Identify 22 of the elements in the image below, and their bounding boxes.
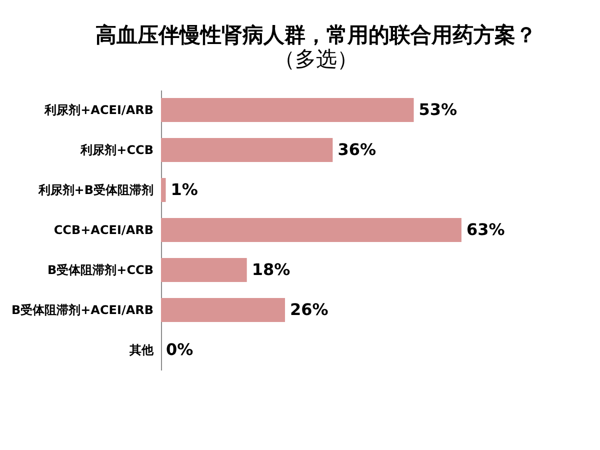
- bar: [161, 218, 462, 242]
- y-tick-label: 利尿剂+ACEI/ARB: [44, 103, 154, 117]
- y-tick-label: B受体阻滞剂+ACEI/ARB: [11, 303, 154, 317]
- data-label: 53%: [418, 100, 458, 119]
- bar: [161, 138, 333, 162]
- bar: [161, 258, 247, 282]
- data-label: 0%: [166, 340, 194, 359]
- y-tick-label: CCB+ACEI/ARB: [54, 223, 154, 237]
- data-label: 36%: [338, 140, 376, 159]
- chart-title: 高血压伴慢性肾病人群，常用的联合用药方案？: [96, 23, 536, 47]
- chart-subtitle: （多选）: [274, 47, 358, 71]
- bar: [161, 98, 414, 122]
- data-label: 26%: [290, 300, 328, 319]
- y-tick-label: B受体阻滞剂+CCB: [48, 263, 154, 277]
- y-tick-label: 利尿剂+B受体阻滞剂: [37, 183, 154, 197]
- data-label: 1%: [170, 180, 198, 199]
- data-label: 63%: [466, 220, 505, 239]
- bar: [161, 298, 285, 322]
- y-tick-label: 利尿剂+CCB: [80, 143, 154, 157]
- data-label: 18%: [252, 260, 290, 279]
- bar: [161, 178, 166, 202]
- y-tick-label: 其他: [128, 343, 154, 357]
